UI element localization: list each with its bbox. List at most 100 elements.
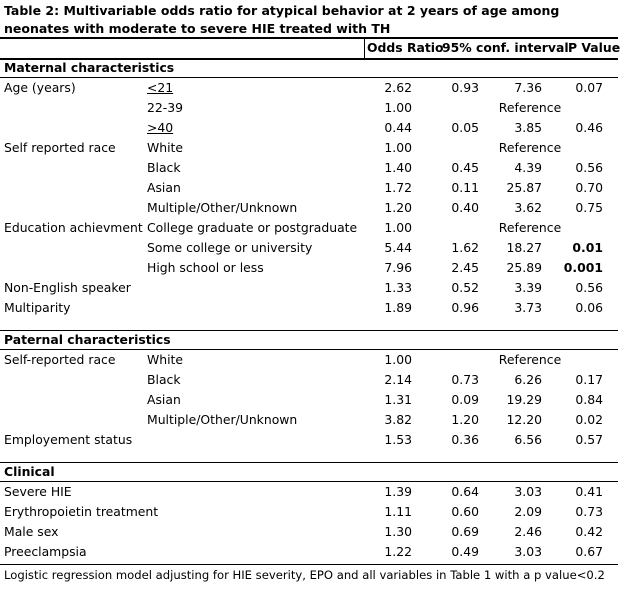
- row-label: Education achievment: [4, 220, 143, 235]
- odds-ratio-value: 1.00: [384, 220, 412, 235]
- header-p-value: P Value: [568, 40, 620, 55]
- row-sublabel: Some college or university: [147, 240, 313, 255]
- ci-lower-value: 0.69: [451, 524, 479, 539]
- ci-lower-value: 0.64: [451, 484, 479, 499]
- row-label: Self reported race: [4, 140, 116, 155]
- ci-upper-value: 3.03: [514, 544, 542, 559]
- ci-upper-value: 3.39: [514, 280, 542, 295]
- ci-lower-value: 1.20: [451, 412, 479, 427]
- odds-ratio-value: 5.44: [384, 240, 412, 255]
- ci-lower-value: 0.73: [451, 372, 479, 387]
- header-divider: [364, 38, 365, 58]
- row-label: Severe HIE: [4, 484, 72, 499]
- ci-lower-value: 0.45: [451, 160, 479, 175]
- table-bottom-rule: [0, 564, 618, 565]
- ci-lower-value: 0.05: [451, 120, 479, 135]
- ci-upper-value: 25.87: [506, 180, 542, 195]
- section-heading-rule: [0, 349, 618, 350]
- row-label: Employement status: [4, 432, 133, 447]
- ci-upper-value: 2.46: [514, 524, 542, 539]
- odds-ratio-value: 1.33: [384, 280, 412, 295]
- odds-ratio-value: 2.14: [384, 372, 412, 387]
- ci-lower-value: 1.62: [451, 240, 479, 255]
- section-heading: Paternal characteristics: [4, 332, 171, 347]
- odds-ratio-value: 1.53: [384, 432, 412, 447]
- row-sublabel: <21: [147, 80, 174, 95]
- odds-ratio-value: 1.00: [384, 100, 412, 115]
- reference-label: Reference: [498, 352, 562, 367]
- row-label: Preeclampsia: [4, 544, 87, 559]
- p-value: 0.56: [575, 160, 603, 175]
- section-heading-rule: [0, 77, 618, 78]
- p-value: 0.75: [575, 200, 603, 215]
- p-value: 0.17: [575, 372, 603, 387]
- p-value: 0.06: [575, 300, 603, 315]
- section-top-rule: [0, 58, 618, 60]
- row-label: Self-reported race: [4, 352, 116, 367]
- p-value: 0.02: [575, 412, 603, 427]
- odds-ratio-value: 1.39: [384, 484, 412, 499]
- row-label: Erythropoietin treatment: [4, 504, 159, 519]
- ci-upper-value: 25.89: [506, 260, 542, 275]
- row-sublabel: Asian: [147, 392, 181, 407]
- section-top-rule: [0, 462, 618, 463]
- header-ci: 95% conf. interval: [442, 40, 569, 55]
- ci-lower-value: 0.52: [451, 280, 479, 295]
- ci-upper-value: 6.26: [514, 372, 542, 387]
- section-top-rule: [0, 330, 618, 331]
- section-heading: Maternal characteristics: [4, 60, 175, 75]
- ci-upper-value: 12.20: [506, 412, 542, 427]
- p-value: 0.01: [572, 240, 603, 255]
- row-sublabel: Multiple/Other/Unknown: [147, 412, 298, 427]
- p-value: 0.70: [575, 180, 603, 195]
- ci-lower-value: 0.96: [451, 300, 479, 315]
- row-label: Non-English speaker: [4, 280, 131, 295]
- row-label: Age (years): [4, 80, 76, 95]
- ci-lower-value: 0.49: [451, 544, 479, 559]
- p-value: 0.84: [575, 392, 603, 407]
- ci-lower-value: 2.45: [451, 260, 479, 275]
- ci-lower-value: 0.60: [451, 504, 479, 519]
- ci-lower-value: 0.09: [451, 392, 479, 407]
- ci-upper-value: 18.27: [506, 240, 542, 255]
- odds-ratio-value: 1.31: [384, 392, 412, 407]
- header-odds-ratio: Odds Ratio: [367, 40, 444, 55]
- odds-ratio-value: 3.82: [384, 412, 412, 427]
- row-label: Male sex: [4, 524, 59, 539]
- table-title: Table 2: Multivariable odds ratio for at…: [4, 3, 560, 36]
- ci-lower-value: 0.11: [451, 180, 479, 195]
- p-value: 0.73: [575, 504, 603, 519]
- odds-ratio-value: 1.40: [384, 160, 412, 175]
- odds-ratio-value: 0.44: [384, 120, 412, 135]
- row-sublabel: Black: [147, 160, 181, 175]
- odds-ratio-value: 1.72: [384, 180, 412, 195]
- odds-ratio-value: 2.62: [384, 80, 412, 95]
- p-value: 0.46: [575, 120, 603, 135]
- odds-ratio-value: 1.20: [384, 200, 412, 215]
- row-sublabel: Multiple/Other/Unknown: [147, 200, 298, 215]
- row-sublabel: Black: [147, 372, 181, 387]
- p-value: 0.42: [575, 524, 603, 539]
- table-footnote: Logistic regression model adjusting for …: [4, 568, 605, 582]
- odds-ratio-value: 1.00: [384, 352, 412, 367]
- odds-ratio-value: 1.22: [384, 544, 412, 559]
- row-sublabel: College graduate or postgraduate: [147, 220, 358, 235]
- ci-upper-value: 19.29: [506, 392, 542, 407]
- row-label: Multiparity: [4, 300, 71, 315]
- p-value: 0.001: [563, 260, 603, 275]
- odds-ratio-value: 1.11: [384, 504, 412, 519]
- p-value: 0.56: [575, 280, 603, 295]
- row-sublabel: Asian: [147, 180, 181, 195]
- ci-upper-value: 3.85: [514, 120, 542, 135]
- p-value: 0.41: [575, 484, 603, 499]
- row-sublabel: White: [147, 352, 184, 367]
- row-sublabel: >40: [147, 120, 174, 135]
- odds-ratio-value: 7.96: [384, 260, 412, 275]
- ci-lower-value: 0.36: [451, 432, 479, 447]
- row-sublabel: High school or less: [147, 260, 264, 275]
- p-value: 0.07: [575, 80, 603, 95]
- header-top-rule: [0, 37, 618, 39]
- row-sublabel: 22-39: [147, 100, 184, 115]
- ci-lower-value: 0.40: [451, 200, 479, 215]
